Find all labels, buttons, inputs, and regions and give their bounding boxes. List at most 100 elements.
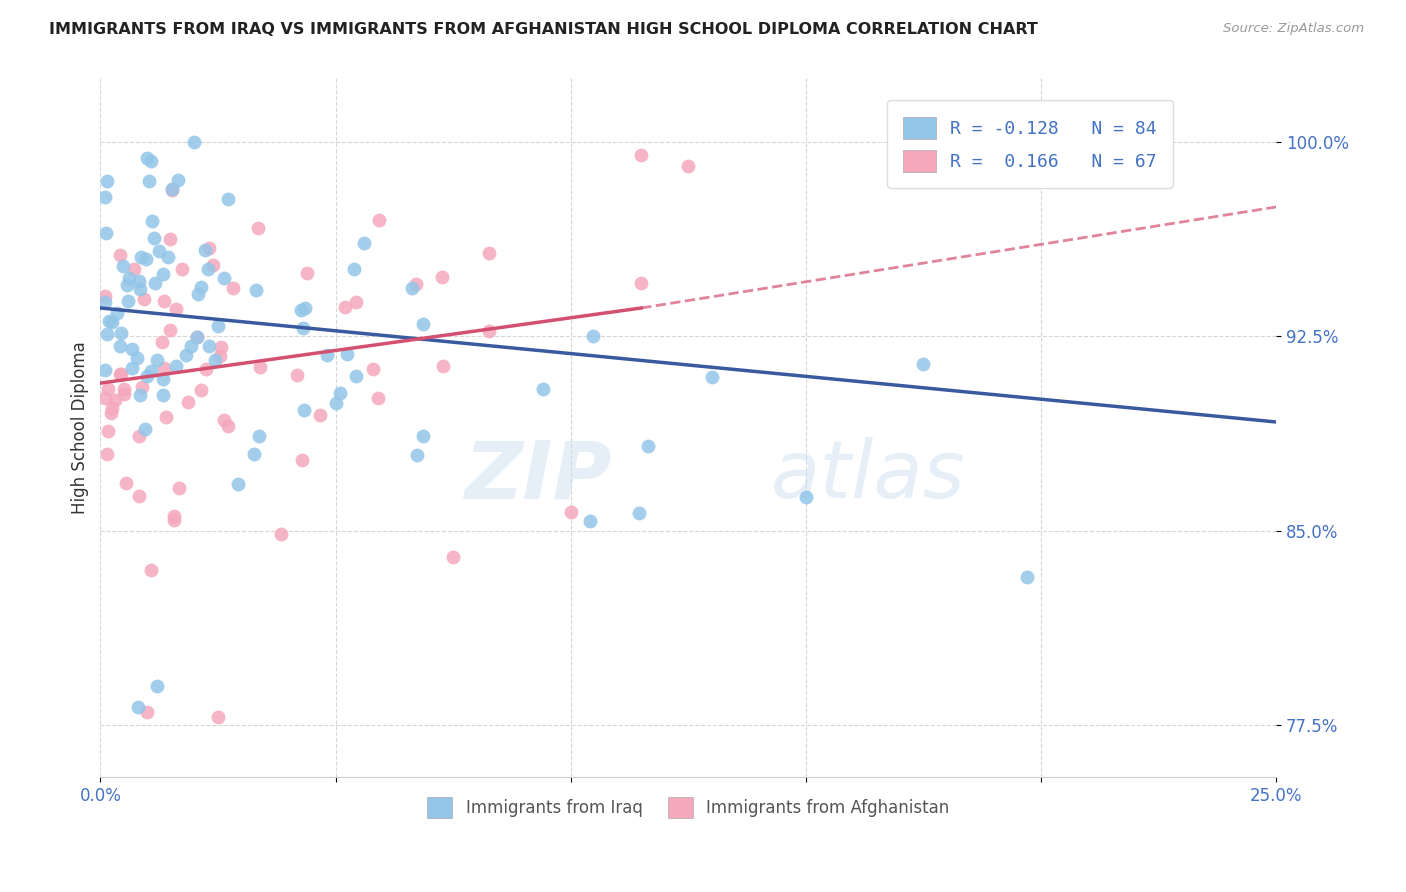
Text: IMMIGRANTS FROM IRAQ VS IMMIGRANTS FROM AFGHANISTAN HIGH SCHOOL DIPLOMA CORRELAT: IMMIGRANTS FROM IRAQ VS IMMIGRANTS FROM … bbox=[49, 22, 1038, 37]
Point bbox=[630, 148, 652, 162]
Point bbox=[291, 453, 314, 467]
Point bbox=[194, 243, 217, 257]
Point bbox=[108, 339, 131, 353]
Point bbox=[912, 357, 935, 371]
Legend: Immigrants from Iraq, Immigrants from Afghanistan: Immigrants from Iraq, Immigrants from Af… bbox=[420, 791, 956, 824]
Point bbox=[190, 280, 212, 294]
Point bbox=[325, 396, 347, 410]
Point bbox=[128, 489, 150, 503]
Point bbox=[195, 362, 218, 376]
Point bbox=[432, 270, 454, 285]
Y-axis label: High School Diploma: High School Diploma bbox=[72, 341, 89, 514]
Point bbox=[155, 410, 177, 425]
Point bbox=[94, 226, 117, 240]
Point bbox=[367, 391, 389, 405]
Point bbox=[198, 339, 221, 353]
Point bbox=[108, 248, 131, 262]
Point bbox=[112, 386, 135, 401]
Point bbox=[143, 277, 166, 291]
Point bbox=[412, 428, 434, 442]
Point bbox=[637, 439, 659, 453]
Point bbox=[124, 262, 146, 277]
Point bbox=[141, 154, 163, 169]
Point bbox=[432, 359, 454, 374]
Point bbox=[285, 368, 308, 382]
Point bbox=[627, 507, 650, 521]
Point bbox=[368, 213, 391, 227]
Point bbox=[222, 281, 245, 295]
Point bbox=[207, 319, 229, 334]
Point bbox=[170, 261, 193, 276]
Point bbox=[104, 393, 127, 408]
Point bbox=[412, 317, 434, 331]
Point bbox=[117, 294, 139, 309]
Text: Source: ZipAtlas.com: Source: ZipAtlas.com bbox=[1223, 22, 1364, 36]
Point bbox=[186, 330, 208, 344]
Point bbox=[353, 235, 375, 250]
Point bbox=[159, 323, 181, 337]
Point bbox=[159, 232, 181, 246]
Point bbox=[290, 302, 312, 317]
Point bbox=[405, 448, 427, 462]
Point bbox=[183, 135, 205, 149]
Point bbox=[226, 476, 249, 491]
Point bbox=[118, 271, 141, 285]
Point bbox=[162, 182, 184, 196]
Point bbox=[217, 418, 239, 433]
Point bbox=[138, 174, 160, 188]
Point bbox=[343, 262, 366, 277]
Point bbox=[207, 710, 229, 724]
Point bbox=[441, 549, 464, 564]
Point bbox=[294, 301, 316, 315]
Text: ZIP: ZIP bbox=[464, 437, 612, 515]
Point bbox=[139, 563, 162, 577]
Point bbox=[212, 413, 235, 427]
Point bbox=[134, 421, 156, 435]
Point bbox=[198, 241, 221, 255]
Point bbox=[344, 295, 367, 310]
Point bbox=[142, 231, 165, 245]
Point bbox=[96, 174, 118, 188]
Point bbox=[180, 339, 202, 353]
Point bbox=[121, 342, 143, 356]
Point bbox=[129, 250, 152, 264]
Point bbox=[630, 276, 652, 290]
Point bbox=[100, 401, 122, 416]
Point bbox=[478, 325, 501, 339]
Point bbox=[135, 368, 157, 383]
Point bbox=[700, 370, 723, 384]
Point bbox=[121, 360, 143, 375]
Point bbox=[177, 395, 200, 409]
Point bbox=[150, 335, 173, 350]
Point bbox=[153, 360, 176, 375]
Point bbox=[163, 508, 186, 523]
Point bbox=[531, 383, 554, 397]
Point bbox=[94, 289, 117, 303]
Point bbox=[794, 490, 817, 504]
Point bbox=[135, 252, 157, 266]
Point bbox=[141, 364, 163, 378]
Point bbox=[187, 287, 209, 301]
Point bbox=[676, 159, 699, 173]
Point bbox=[111, 259, 134, 273]
Point bbox=[336, 347, 359, 361]
Point bbox=[94, 295, 117, 310]
Point bbox=[127, 700, 149, 714]
Point bbox=[128, 428, 150, 442]
Point bbox=[316, 348, 339, 362]
Point bbox=[245, 283, 267, 297]
Point bbox=[101, 314, 124, 328]
Point bbox=[136, 705, 159, 719]
Point bbox=[560, 505, 582, 519]
Point bbox=[308, 408, 330, 422]
Point bbox=[246, 221, 269, 235]
Point bbox=[134, 292, 156, 306]
Point bbox=[344, 369, 367, 384]
Point bbox=[165, 301, 187, 316]
Point bbox=[243, 447, 266, 461]
Point bbox=[197, 262, 219, 277]
Point bbox=[97, 382, 120, 396]
Point bbox=[160, 183, 183, 197]
Point bbox=[401, 281, 423, 295]
Point bbox=[141, 214, 163, 228]
